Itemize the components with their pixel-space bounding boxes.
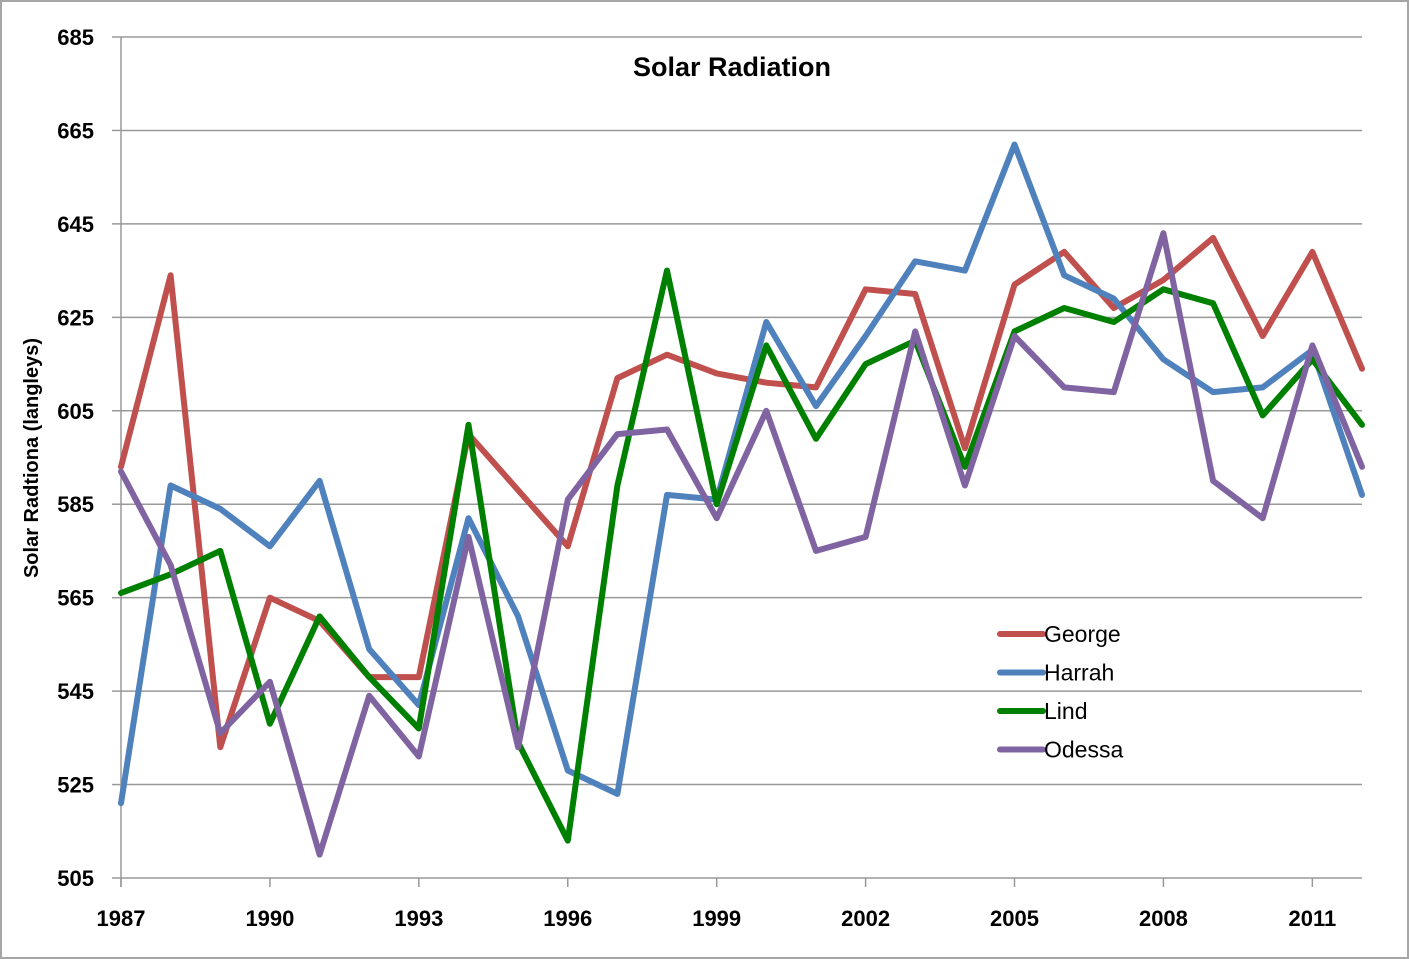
x-tick-label: 1999 bbox=[692, 906, 741, 931]
y-tick-label: 545 bbox=[57, 679, 94, 704]
series-line-harrah bbox=[118, 141, 1365, 807]
y-tick-label: 525 bbox=[57, 773, 94, 798]
y-tick-label: 685 bbox=[57, 25, 94, 50]
y-tick-label: 645 bbox=[57, 212, 94, 237]
x-tick-label: 1996 bbox=[543, 906, 592, 931]
legend-item-george: George bbox=[997, 621, 1121, 647]
x-tick-label: 2008 bbox=[1139, 906, 1188, 931]
legend-label: Harrah bbox=[1044, 660, 1114, 686]
series-line-odessa bbox=[118, 230, 1365, 858]
legend-label: George bbox=[1044, 621, 1121, 647]
x-tick-label: 2005 bbox=[990, 906, 1039, 931]
legend-label: Lind bbox=[1044, 698, 1087, 724]
x-tick-labels: 1987 1990 1993 1996 1999 2002 2005 2008 2011 bbox=[97, 906, 1337, 931]
y-tick-label: 605 bbox=[57, 399, 94, 424]
legend: George Harrah Lind Odessa bbox=[997, 621, 1123, 763]
y-tick-label: 585 bbox=[57, 492, 94, 517]
chart-title: Solar Radiation bbox=[633, 52, 831, 82]
x-tick-label: 1987 bbox=[97, 906, 146, 931]
x-tick-label: 2002 bbox=[841, 906, 890, 931]
series-line-lind bbox=[118, 267, 1365, 844]
x-tick-label: 1990 bbox=[245, 906, 294, 931]
legend-item-lind: Lind bbox=[997, 698, 1087, 724]
y-tick-label: 505 bbox=[57, 866, 94, 891]
y-tick-labels: 505 525 545 565 585 605 625 645 665 685 bbox=[57, 25, 94, 891]
legend-label: Odessa bbox=[1044, 737, 1123, 763]
y-tick-label: 665 bbox=[57, 118, 94, 143]
x-tick-label: 1993 bbox=[394, 906, 443, 931]
series-lines bbox=[118, 141, 1365, 858]
y-axis-title: Solar Radtiona (langleys) bbox=[21, 338, 43, 578]
legend-item-odessa: Odessa bbox=[997, 737, 1123, 763]
y-tick-label: 565 bbox=[57, 586, 94, 611]
legend-item-harrah: Harrah bbox=[997, 660, 1114, 686]
y-tick-label: 625 bbox=[57, 305, 94, 330]
x-tick-label: 2011 bbox=[1288, 906, 1336, 931]
gridlines bbox=[112, 36, 1362, 879]
